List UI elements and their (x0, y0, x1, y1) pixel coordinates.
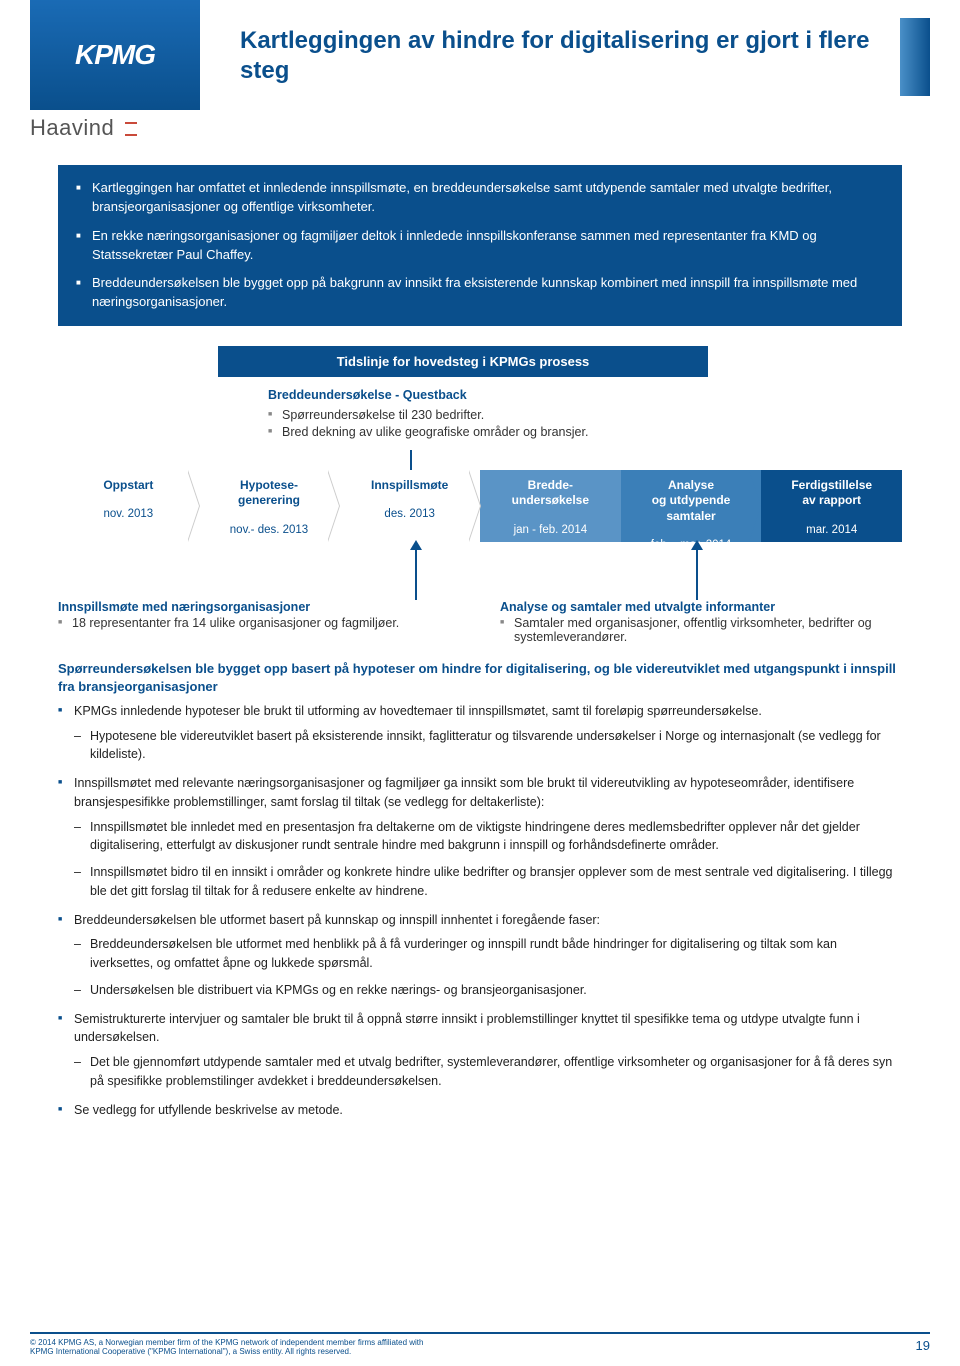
intro-box: Kartleggingen har omfattet et innledende… (58, 165, 902, 326)
stage-title: Innspillsmøte (343, 478, 476, 494)
timeline: Oppstart nov. 2013 Hypotese- generering nov… (58, 470, 902, 542)
sub-bullet: Hypotesene ble videreutviklet basert på … (74, 727, 902, 765)
callout-item: Spørreundersøkelse til 230 bedrifter. (268, 407, 688, 425)
connector-line (696, 550, 698, 600)
body-bullet-text: Semistrukturerte intervjuer og samtaler … (74, 1012, 860, 1045)
connector (410, 540, 422, 600)
arrow-up-icon (691, 540, 703, 550)
connector-line (415, 550, 417, 600)
stage-date: des. 2013 (343, 507, 476, 522)
sub-bullet: Innspillsmøtet ble innledet med en prese… (74, 818, 902, 856)
sub-bullet: Innspillsmøtet bidro til en innsikt i om… (74, 863, 902, 901)
callout-right: Analyse og samtaler med utvalgte informa… (500, 600, 902, 644)
callout-item: Samtaler med organisasjoner, offentlig v… (500, 616, 902, 644)
chevron-icon (187, 470, 199, 542)
timeline-stage: Ferdigstillelse av rapport mar. 2014 (761, 470, 902, 542)
stage-title: Hypotese- generering (203, 478, 336, 509)
stage-title: Bredde- undersøkelse (484, 478, 617, 509)
timeline-header: Tidslinje for hovedsteg i KPMGs prosess (218, 346, 708, 377)
callout-top: Breddeundersøkelse - Questback Spørreund… (268, 387, 688, 442)
connectors-bottom (58, 540, 902, 600)
content: Kartleggingen har omfattet et innledende… (58, 165, 902, 1129)
connector-line (410, 450, 412, 472)
haavind-icon (125, 122, 137, 136)
title-bar: Kartleggingen av hindre for digitaliseri… (220, 18, 930, 96)
callouts-row: Innspillsmøte med næringsorganisasjoner … (58, 600, 902, 644)
callout-left: Innspillsmøte med næringsorganisasjoner … (58, 600, 460, 644)
footer-copyright: © 2014 KPMG AS, a Norwegian member firm … (30, 1338, 423, 1356)
timeline-stage: Hypotese- generering nov.- des. 2013 (199, 470, 340, 542)
body-list: KPMGs innledende hypoteser ble brukt til… (58, 702, 902, 1120)
kpmg-logo-text: KPMG (75, 39, 155, 71)
stage-title: Ferdigstillelse av rapport (765, 478, 898, 509)
haavind-text: Haavind (30, 115, 114, 140)
body-bullet: Breddeundersøkelsen ble utformet basert … (58, 911, 902, 1000)
body-heading: Spørreundersøkelsen ble bygget opp baser… (58, 660, 902, 696)
timeline-stage: Bredde- undersøkelse jan - feb. 2014 (480, 470, 621, 542)
sub-bullet: Undersøkelsen ble distribuert via KPMGs … (74, 981, 902, 1000)
header: KPMG Kartleggingen av hindre for digital… (0, 0, 960, 150)
body-bullet-text: Innspillsmøtet med relevante næringsorga… (74, 776, 854, 809)
sub-bullet: Breddeundersøkelsen ble utformet med hen… (74, 935, 902, 973)
sub-list: Breddeundersøkelsen ble utformet med hen… (74, 935, 902, 999)
stage-date: nov. 2013 (62, 507, 195, 522)
chevron-icon (609, 470, 621, 542)
body-bullet: Semistrukturerte intervjuer og samtaler … (58, 1010, 902, 1091)
timeline-stage: Innspillsmøte des. 2013 (339, 470, 480, 542)
body-bullet-text: Breddeundersøkelsen ble utformet basert … (74, 913, 600, 927)
footer: © 2014 KPMG AS, a Norwegian member firm … (30, 1332, 930, 1356)
chevron-icon (468, 470, 480, 542)
callout-item: 18 representanter fra 14 ulike organisas… (58, 616, 460, 630)
stage-title: Analyse og utdypende samtaler (625, 478, 758, 525)
arrow-up-icon (410, 540, 422, 550)
sub-list: Det ble gjennomført utdypende samtaler m… (74, 1053, 902, 1091)
stage-date: nov.- des. 2013 (203, 523, 336, 538)
haavind-logo: Haavind (30, 115, 137, 141)
kpmg-logo: KPMG (30, 0, 200, 110)
connector (691, 540, 703, 600)
footer-line1: © 2014 KPMG AS, a Norwegian member firm … (30, 1338, 423, 1347)
page-title: Kartleggingen av hindre for digitaliseri… (240, 26, 910, 86)
timeline-stage: Oppstart nov. 2013 (58, 470, 199, 542)
sub-list: Hypotesene ble videreutviklet basert på … (74, 727, 902, 765)
callout-right-title: Analyse og samtaler med utvalgte informa… (500, 600, 902, 614)
sub-bullet: Det ble gjennomført utdypende samtaler m… (74, 1053, 902, 1091)
intro-bullet: Breddeundersøkelsen ble bygget opp på ba… (76, 274, 884, 312)
sub-list: Innspillsmøtet ble innledet med en prese… (74, 818, 902, 901)
body-bullet: KPMGs innledende hypoteser ble brukt til… (58, 702, 902, 764)
body-bullet-text: Se vedlegg for utfyllende beskrivelse av… (74, 1103, 343, 1117)
body-bullet: Se vedlegg for utfyllende beskrivelse av… (58, 1101, 902, 1120)
intro-bullet: En rekke næringsorganisasjoner og fagmil… (76, 227, 884, 265)
chevron-icon (327, 470, 339, 542)
stage-date: mar. 2014 (765, 523, 898, 538)
intro-bullet: Kartleggingen har omfattet et innledende… (76, 179, 884, 217)
callout-item: Bred dekning av ulike geografiske område… (268, 424, 688, 442)
stage-title: Oppstart (62, 478, 195, 494)
stage-date: jan - feb. 2014 (484, 523, 617, 538)
callout-left-title: Innspillsmøte med næringsorganisasjoner (58, 600, 460, 614)
callout-top-list: Spørreundersøkelse til 230 bedrifter. Br… (268, 407, 688, 442)
body-bullet-text: KPMGs innledende hypoteser ble brukt til… (74, 704, 762, 718)
callout-top-title: Breddeundersøkelse - Questback (268, 387, 688, 405)
body-bullet: Innspillsmøtet med relevante næringsorga… (58, 774, 902, 901)
page-number: 19 (916, 1338, 930, 1353)
chevron-icon (749, 470, 761, 542)
footer-line2: KPMG International Cooperative ("KPMG In… (30, 1347, 423, 1356)
timeline-stage: Analyse og utdypende samtalerfeb. - mar.… (621, 470, 762, 542)
intro-list: Kartleggingen har omfattet et innledende… (76, 179, 884, 312)
